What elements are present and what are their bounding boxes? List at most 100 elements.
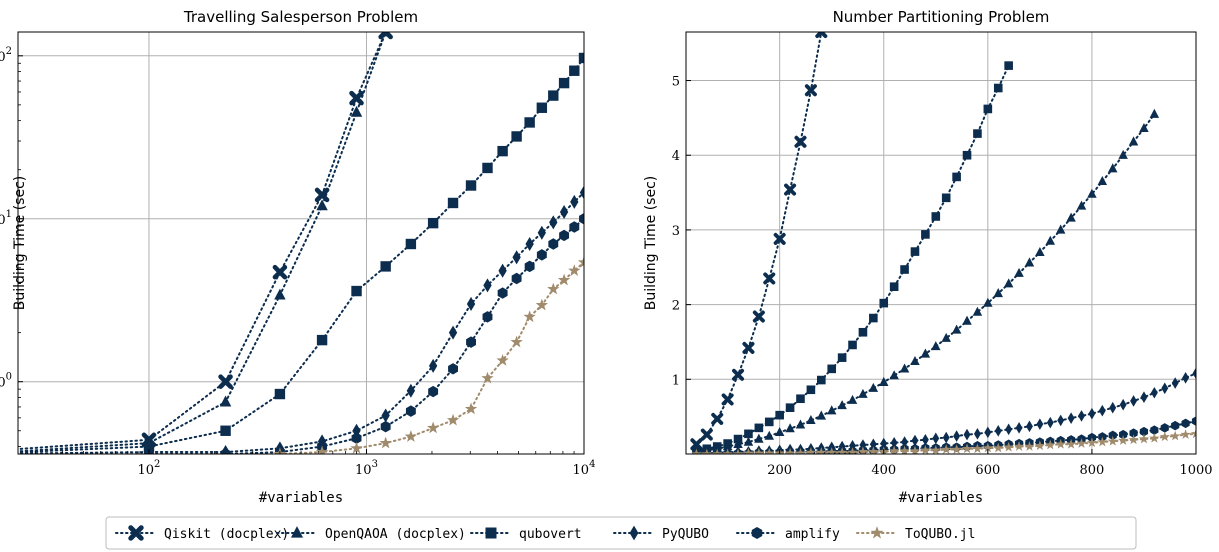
data-point [579, 213, 584, 225]
data-point [1036, 418, 1044, 430]
data-point [1130, 395, 1137, 407]
data-point [220, 425, 231, 436]
data-point [1014, 267, 1024, 277]
legend-label: amplify [785, 527, 840, 542]
data-point [953, 430, 961, 442]
data-point [568, 264, 581, 276]
legend-item-pyqubo: PyQUBO [613, 525, 709, 542]
data-point [1129, 428, 1138, 438]
series-openqaoa-docplex [692, 108, 1160, 454]
data-point [1149, 108, 1160, 118]
data-point [1150, 425, 1159, 435]
data-point [559, 204, 569, 220]
data-point [691, 448, 702, 454]
data-point [548, 90, 559, 101]
data-point [827, 364, 837, 374]
data-point [1086, 437, 1098, 448]
data-point [1057, 414, 1065, 427]
data-point [817, 375, 826, 385]
data-point [426, 421, 440, 434]
data-point [743, 436, 754, 446]
data-point [1119, 398, 1127, 411]
series-amplify [62, 213, 584, 454]
data-point [577, 255, 584, 268]
data-point [816, 410, 827, 420]
data-point [785, 423, 795, 433]
legend-marker [629, 525, 639, 541]
x-tick-label: 102 [137, 459, 160, 478]
y-tick-label: 4 [672, 149, 680, 164]
data-point [510, 335, 523, 348]
data-point [405, 405, 416, 417]
data-point [448, 325, 458, 340]
data-point [497, 145, 508, 157]
data-point [806, 385, 816, 395]
data-point [804, 84, 817, 97]
data-point [764, 430, 774, 440]
data-point [889, 445, 900, 454]
data-point [1045, 439, 1056, 450]
data-point [466, 296, 476, 311]
data-point [352, 423, 361, 438]
data-point [481, 371, 494, 384]
plot-frame [17, 31, 585, 455]
data-point [315, 445, 329, 454]
data-point [805, 447, 817, 454]
data-point [1191, 416, 1196, 426]
plot-frame [685, 31, 1197, 455]
data-point [559, 229, 570, 242]
data-point [784, 183, 797, 196]
data-point [446, 413, 460, 426]
data-point [274, 388, 286, 400]
x-tick-label: 600 [975, 463, 1000, 478]
y-tick-label: 100 [0, 372, 12, 391]
data-point [932, 432, 940, 445]
data-point [826, 447, 837, 454]
data-point [350, 105, 363, 117]
series-qubovert [18, 52, 584, 454]
data-point [972, 443, 983, 454]
data-point [1003, 441, 1014, 452]
data-point [941, 193, 951, 203]
data-point [536, 249, 547, 261]
y-tick-label: 101 [0, 209, 12, 228]
y-tick-label: 3 [672, 224, 680, 239]
data-point [1005, 423, 1013, 436]
data-point [1046, 416, 1054, 429]
x-tick-label: 200 [767, 463, 792, 478]
legend-marker [870, 526, 884, 539]
series-qiskit-docplex [690, 32, 828, 451]
data-point [482, 162, 493, 174]
data-point [993, 83, 1003, 93]
data-point [859, 439, 867, 451]
data-point [868, 382, 879, 392]
data-point [806, 415, 816, 425]
chart-title: Travelling Salesperson Problem [183, 8, 418, 26]
data-point [549, 215, 558, 230]
series-toqubo-jl [691, 428, 1196, 454]
data-point [428, 358, 438, 373]
data-point [535, 298, 549, 311]
data-point [723, 439, 732, 448]
data-point [796, 394, 805, 404]
data-point [512, 250, 521, 265]
data-point [993, 442, 1004, 453]
data-point [1139, 122, 1149, 133]
data-point [879, 298, 889, 308]
data-point [1171, 420, 1180, 431]
data-point [899, 445, 910, 454]
data-point [732, 368, 745, 381]
legend-marker [751, 526, 763, 540]
data-point [536, 102, 548, 113]
data-point [1119, 429, 1128, 440]
data-point [1182, 372, 1190, 384]
data-point [951, 324, 962, 334]
data-point [858, 388, 868, 398]
data-point [951, 444, 962, 454]
data-point [794, 135, 807, 148]
x-tick-label: 103 [355, 459, 378, 478]
data-point [1015, 422, 1023, 434]
data-point [380, 420, 391, 433]
series-line [695, 64, 1010, 453]
chart-title: Number Partitioning Problem [833, 8, 1050, 26]
